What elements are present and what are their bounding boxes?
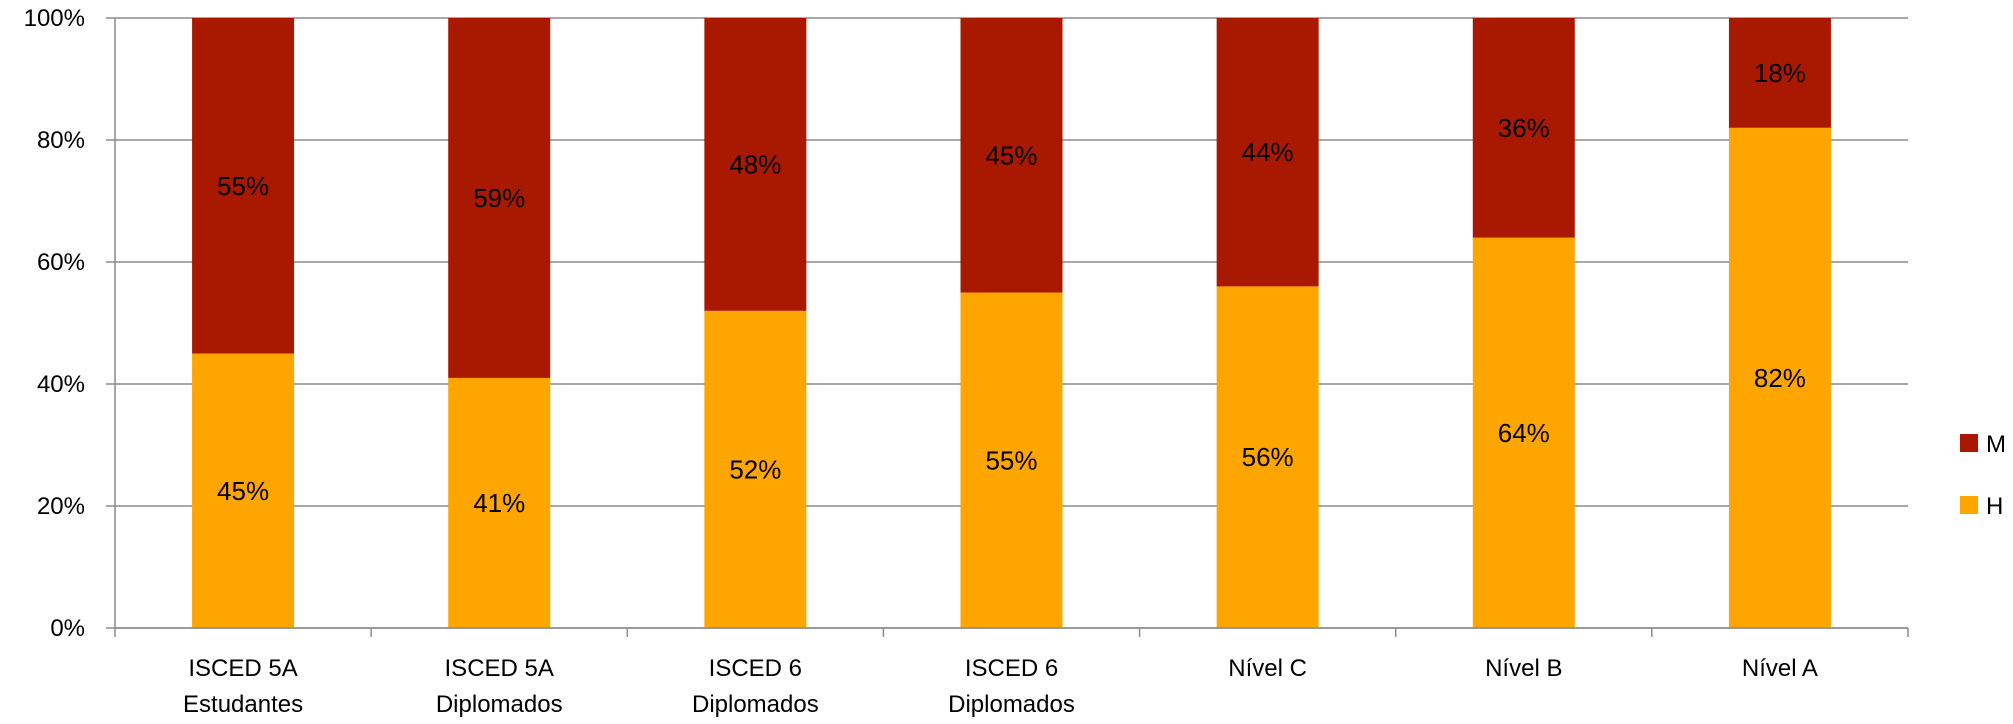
bar-h [192,353,295,628]
data-label: 44% [1242,137,1294,167]
x-category-label: Diplomados [436,691,563,718]
bar-h [704,310,807,628]
x-category-label: Nível C [1228,655,1307,682]
bar-h [448,377,551,628]
legend-swatch-h [1960,496,1978,514]
data-label: 59% [473,183,525,213]
bars [192,18,1831,629]
data-label: 56% [1242,442,1294,472]
x-category-label: Diplomados [692,691,819,718]
data-label: 55% [217,171,269,201]
bar-m [704,18,807,311]
bar-m [1216,18,1319,287]
bar-h [1472,237,1575,628]
axes: 0% 20% 40% 60% 80% 100% ISCED 5A Estudantes ISCE… [24,5,1909,718]
data-labels: 45% 55% 41% 59% 52% 48% 55% 45% 56% 44% 64% 36% 82% 1… [217,58,1806,518]
y-tick-label: 40% [37,371,85,398]
data-label: 55% [985,445,1037,475]
bar-m [1728,18,1831,128]
bar-m [192,18,295,354]
x-category-label: ISCED 5A [188,655,297,682]
data-label: 36% [1498,113,1550,143]
y-tick-label: 80% [37,127,85,154]
x-category-label: ISCED 5A [445,655,554,682]
data-label: 45% [985,140,1037,170]
y-tick-label: 20% [37,493,85,520]
bar-h [1216,286,1319,628]
x-category-label: ISCED 6 [709,655,802,682]
x-category-label: ISCED 6 [965,655,1058,682]
data-label: 48% [729,149,781,179]
legend: MH [1960,431,2006,520]
data-label: 52% [729,454,781,484]
bar-m [448,18,551,378]
y-tick-label: 100% [24,5,85,32]
legend-label-m: M [1986,431,2006,458]
legend-swatch-m [1960,434,1978,452]
legend-label-h: H [1986,493,2003,520]
data-label: 41% [473,488,525,518]
bar-h [1728,127,1831,629]
y-tick-label: 60% [37,249,85,276]
data-label: 82% [1754,363,1806,393]
data-label: 45% [217,476,269,506]
y-tick-label: 0% [50,615,85,642]
x-category-label: Nível A [1742,655,1818,682]
bar-m [960,18,1063,293]
bar-h [960,292,1063,628]
x-category-label: Diplomados [948,691,1075,718]
data-label: 18% [1754,58,1806,88]
data-label: 64% [1498,418,1550,448]
bar-m [1472,18,1575,238]
x-category-label: Estudantes [183,691,303,718]
x-category-label: Nível B [1485,655,1562,682]
